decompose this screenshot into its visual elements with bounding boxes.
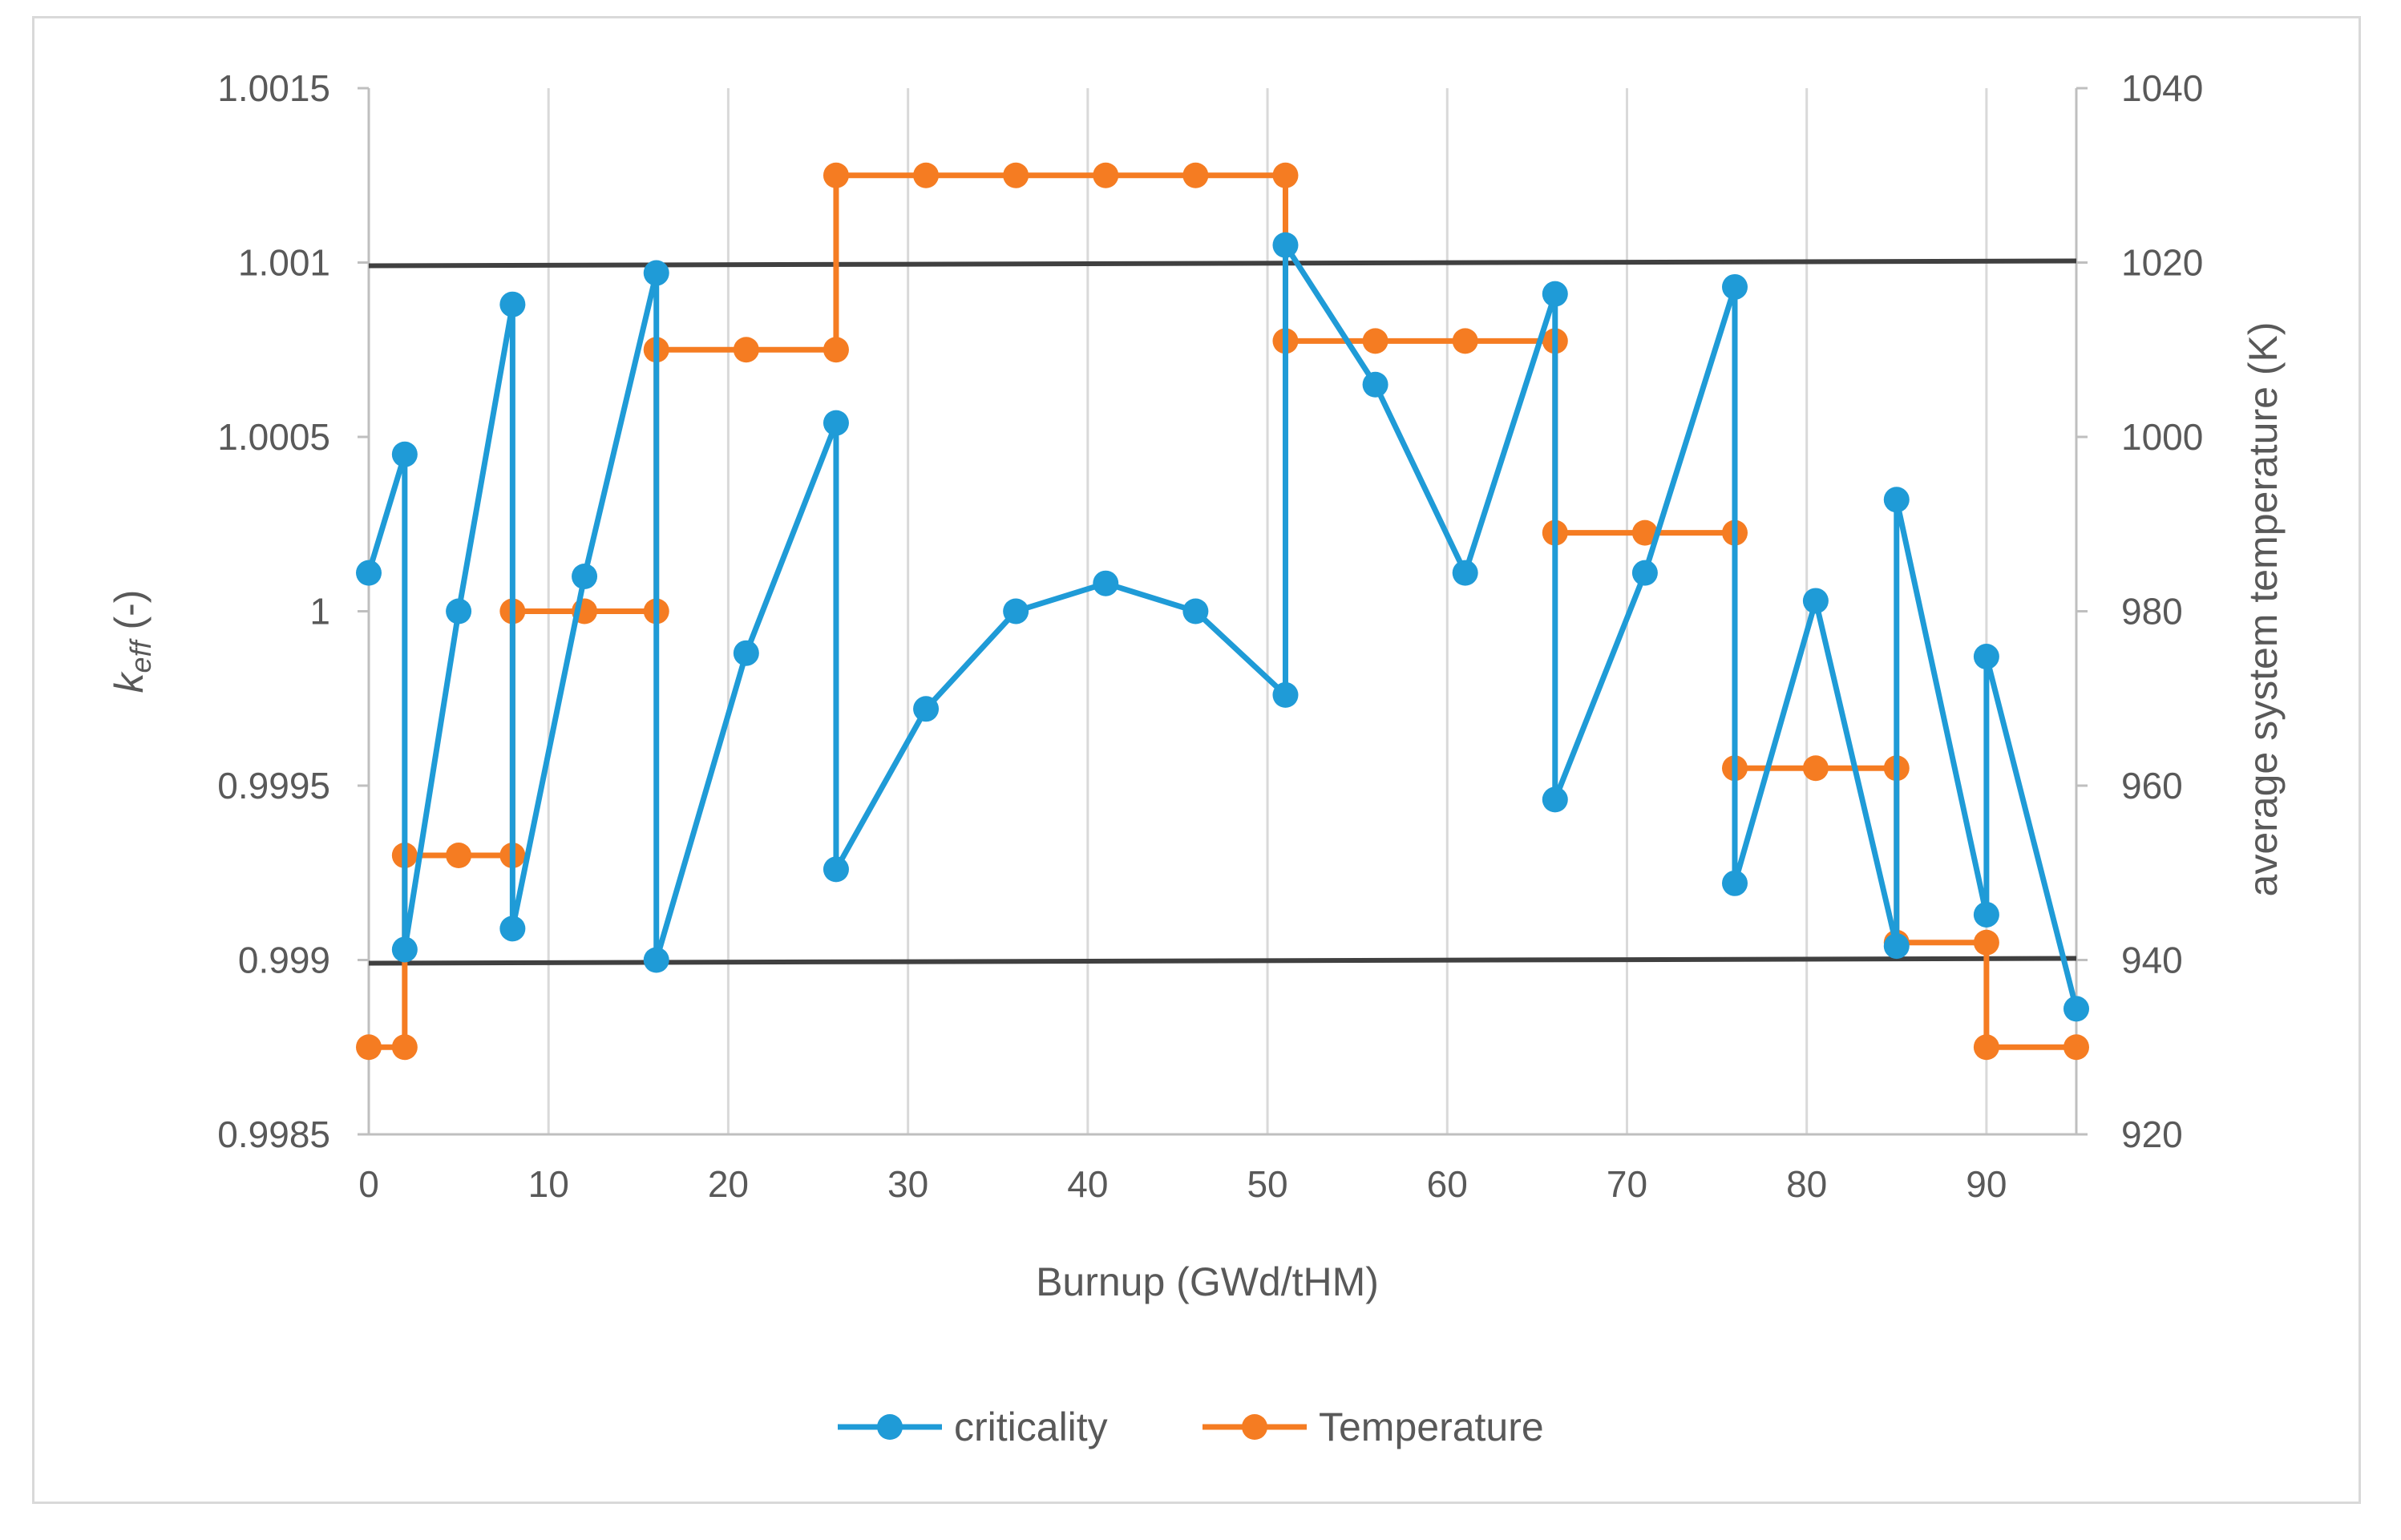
temperature-point <box>356 1034 382 1061</box>
temperature-point <box>2063 1034 2089 1061</box>
x-tick-label: 70 <box>1607 1163 1647 1205</box>
legend-criticality-marker <box>877 1414 903 1440</box>
criticality-point <box>1722 273 1748 300</box>
criticality-point <box>572 564 598 589</box>
ylabel-eff-subscript: eff <box>124 637 157 673</box>
temperature-point <box>1973 1034 1999 1061</box>
criticality-point <box>446 598 472 624</box>
criticality-point <box>391 441 418 467</box>
temperature-point <box>1182 162 1209 188</box>
temperature-point <box>446 843 472 868</box>
y-left-tick-label: 1.001 <box>238 242 330 284</box>
criticality-point <box>2063 996 2089 1022</box>
series <box>356 162 2089 1061</box>
criticality-point <box>1452 560 1478 586</box>
tick-labels: 0 10 20 30 40 50 60 70 80 901.00151.0011.000510.9… <box>217 67 2203 1205</box>
criticality-point <box>913 696 940 722</box>
temperature-point <box>1452 328 1478 354</box>
criticality-point <box>1883 933 1910 960</box>
criticality-point <box>1973 901 1999 928</box>
criticality-point <box>733 640 759 666</box>
x-tick-label: 30 <box>887 1163 928 1205</box>
y-left-tick-label: 1 <box>309 591 330 633</box>
criticality-point <box>1272 681 1299 708</box>
y-left-tick-label: 0.999 <box>238 940 330 981</box>
x-tick-label: 10 <box>528 1163 569 1205</box>
temperature-point <box>1973 929 1999 956</box>
temperature-point <box>391 1034 418 1061</box>
criticality-point <box>1093 570 1119 596</box>
temperature-point <box>1272 162 1299 188</box>
criticality-point <box>1003 598 1029 624</box>
legend-temperature-label: Temperature <box>1319 1405 1544 1449</box>
criticality-point <box>823 856 849 883</box>
criticality-point <box>1542 786 1568 813</box>
reference-line-1 <box>368 956 2077 966</box>
criticality-point <box>1722 870 1748 896</box>
temperature-point <box>913 162 940 188</box>
criticality-point <box>1362 371 1388 398</box>
y-axis-right-title: average system temperature (K) <box>2241 322 2286 897</box>
y-left-tick-label: 0.9985 <box>217 1114 330 1155</box>
legend: criticality Temperature <box>838 1405 1544 1449</box>
criticality-line <box>366 242 2080 1010</box>
temperature-point <box>733 337 759 363</box>
temperature-point <box>823 162 849 188</box>
temperature-point <box>1631 519 1658 546</box>
criticality-point <box>391 936 418 963</box>
y-left-tick-label: 1.0005 <box>217 416 330 458</box>
criticality-point <box>643 947 669 973</box>
x-tick-label: 50 <box>1247 1163 1287 1205</box>
y-axis-left-title: keff (-) <box>107 590 157 693</box>
temperature-point <box>1003 162 1029 188</box>
criticality-point <box>1802 588 1829 614</box>
y-right-tick-label: 1020 <box>2121 242 2203 284</box>
temperature-point <box>1093 162 1119 188</box>
x-tick-label: 60 <box>1427 1163 1468 1205</box>
x-tick-label: 0 <box>358 1163 379 1205</box>
y-left-tick-label: 1.0015 <box>217 67 330 109</box>
y-left-tick-label: 0.9995 <box>217 765 330 806</box>
reference-line-0 <box>368 258 2077 269</box>
legend-temperature-marker <box>1242 1414 1267 1440</box>
criticality-point <box>1272 232 1299 258</box>
y-right-tick-label: 960 <box>2121 765 2183 806</box>
criticality-point <box>1973 644 1999 670</box>
criticality-point <box>1542 281 1568 307</box>
criticality-point <box>1182 598 1209 624</box>
criticality-point <box>1631 560 1658 586</box>
temperature-point <box>1362 328 1388 354</box>
y-right-tick-label: 1000 <box>2121 416 2203 458</box>
criticality-point <box>643 260 669 286</box>
y-right-tick-label: 940 <box>2121 940 2183 981</box>
x-tick-label: 90 <box>1966 1163 2007 1205</box>
x-axis-title: Burnup (GWd/tHM) <box>1036 1259 1379 1304</box>
y-right-tick-label: 1040 <box>2121 67 2203 109</box>
legend-criticality-label: criticality <box>954 1405 1108 1449</box>
temperature-point <box>1802 755 1829 782</box>
criticality-point <box>499 291 526 317</box>
criticality-point <box>499 916 526 942</box>
criticality-point <box>1883 487 1910 513</box>
x-tick-label: 20 <box>708 1163 749 1205</box>
y-right-tick-label: 920 <box>2121 1114 2183 1155</box>
criticality-point <box>823 410 849 436</box>
temperature-point <box>823 337 849 363</box>
criticality-point <box>356 560 382 586</box>
x-tick-label: 80 <box>1786 1163 1827 1205</box>
ylabel-unit: (-) <box>107 590 152 641</box>
x-tick-label: 40 <box>1067 1163 1108 1205</box>
y-right-tick-label: 980 <box>2121 591 2183 633</box>
ylabel-k: k <box>107 670 152 693</box>
